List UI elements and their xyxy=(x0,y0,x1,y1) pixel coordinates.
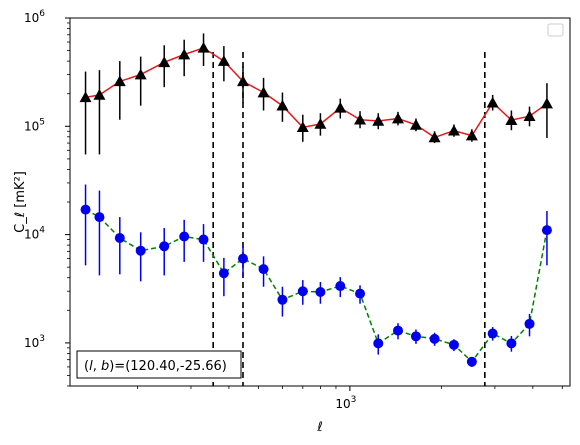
annotation-text: (l, b)=(120.40,-25.66) xyxy=(84,359,227,374)
series-2-point xyxy=(277,294,288,305)
series-1-point xyxy=(391,112,404,124)
ticks-layer: 103 104 105 106 103 xyxy=(24,9,563,411)
series-1-point xyxy=(217,55,230,66)
series-2-point xyxy=(373,338,384,349)
series-1-point xyxy=(409,118,422,130)
series-2-point xyxy=(237,253,248,264)
series-2-point xyxy=(297,286,308,297)
series-1-point xyxy=(372,114,385,126)
y-axis-label: C_ℓ [mK²] xyxy=(13,171,28,233)
series-1-point xyxy=(505,114,518,125)
series-1-point xyxy=(236,75,249,87)
series-2-point xyxy=(429,333,440,344)
series-1-point xyxy=(276,99,289,111)
series-1-point xyxy=(113,75,126,87)
y-tick-label: 103 xyxy=(24,334,45,350)
series-1-point xyxy=(523,110,536,121)
series-1-point xyxy=(93,88,106,100)
series-1-point xyxy=(79,91,92,103)
series-1-point xyxy=(296,121,309,133)
x-axis-label: ℓ xyxy=(316,420,322,435)
annotation-frame xyxy=(76,350,242,379)
series-2-point xyxy=(448,339,459,350)
series-2-point xyxy=(198,234,209,245)
series-2-point xyxy=(524,318,535,329)
series-layer xyxy=(79,33,553,367)
series-1-point xyxy=(354,113,367,125)
series-1-point xyxy=(428,131,441,143)
y-tick-label: 106 xyxy=(24,9,45,25)
series-1-point xyxy=(158,56,171,68)
series-2-point xyxy=(315,287,326,298)
series-2-point xyxy=(135,245,146,256)
y-tick-label: 104 xyxy=(24,226,45,242)
series-1-point xyxy=(257,86,270,98)
legend-box[interactable] xyxy=(547,23,564,37)
legend-frame xyxy=(547,23,564,37)
series-2-point xyxy=(410,331,421,342)
series-1-point xyxy=(486,96,499,108)
coordinates-annotation: (l, b)=(120.40,-25.66) xyxy=(76,350,242,379)
series-2-point xyxy=(258,264,269,275)
series-2-point xyxy=(541,225,552,236)
series-2-point xyxy=(94,212,105,223)
series-2-point xyxy=(506,338,517,349)
series-2-point xyxy=(466,356,477,367)
y-tick-label: 105 xyxy=(24,117,45,133)
series-1-point xyxy=(314,118,327,129)
series-1-point xyxy=(334,101,347,113)
series-2-point xyxy=(335,281,346,292)
series-2-point xyxy=(159,241,170,252)
x-tick-label: 103 xyxy=(335,395,356,411)
series-1-point xyxy=(447,124,460,136)
series-2-point xyxy=(355,288,366,299)
series-1-point xyxy=(134,68,147,80)
series-1-point xyxy=(465,129,478,141)
plot-area xyxy=(212,52,486,386)
series-2-point xyxy=(179,231,190,242)
series-2-point xyxy=(80,204,91,215)
series-1-point xyxy=(197,41,210,53)
series-1-point xyxy=(540,97,553,109)
series-2-point xyxy=(487,328,498,339)
series-2-point xyxy=(218,268,229,279)
series-2-point xyxy=(392,325,403,336)
series-1-point xyxy=(178,48,191,60)
series-2-point xyxy=(114,233,125,244)
